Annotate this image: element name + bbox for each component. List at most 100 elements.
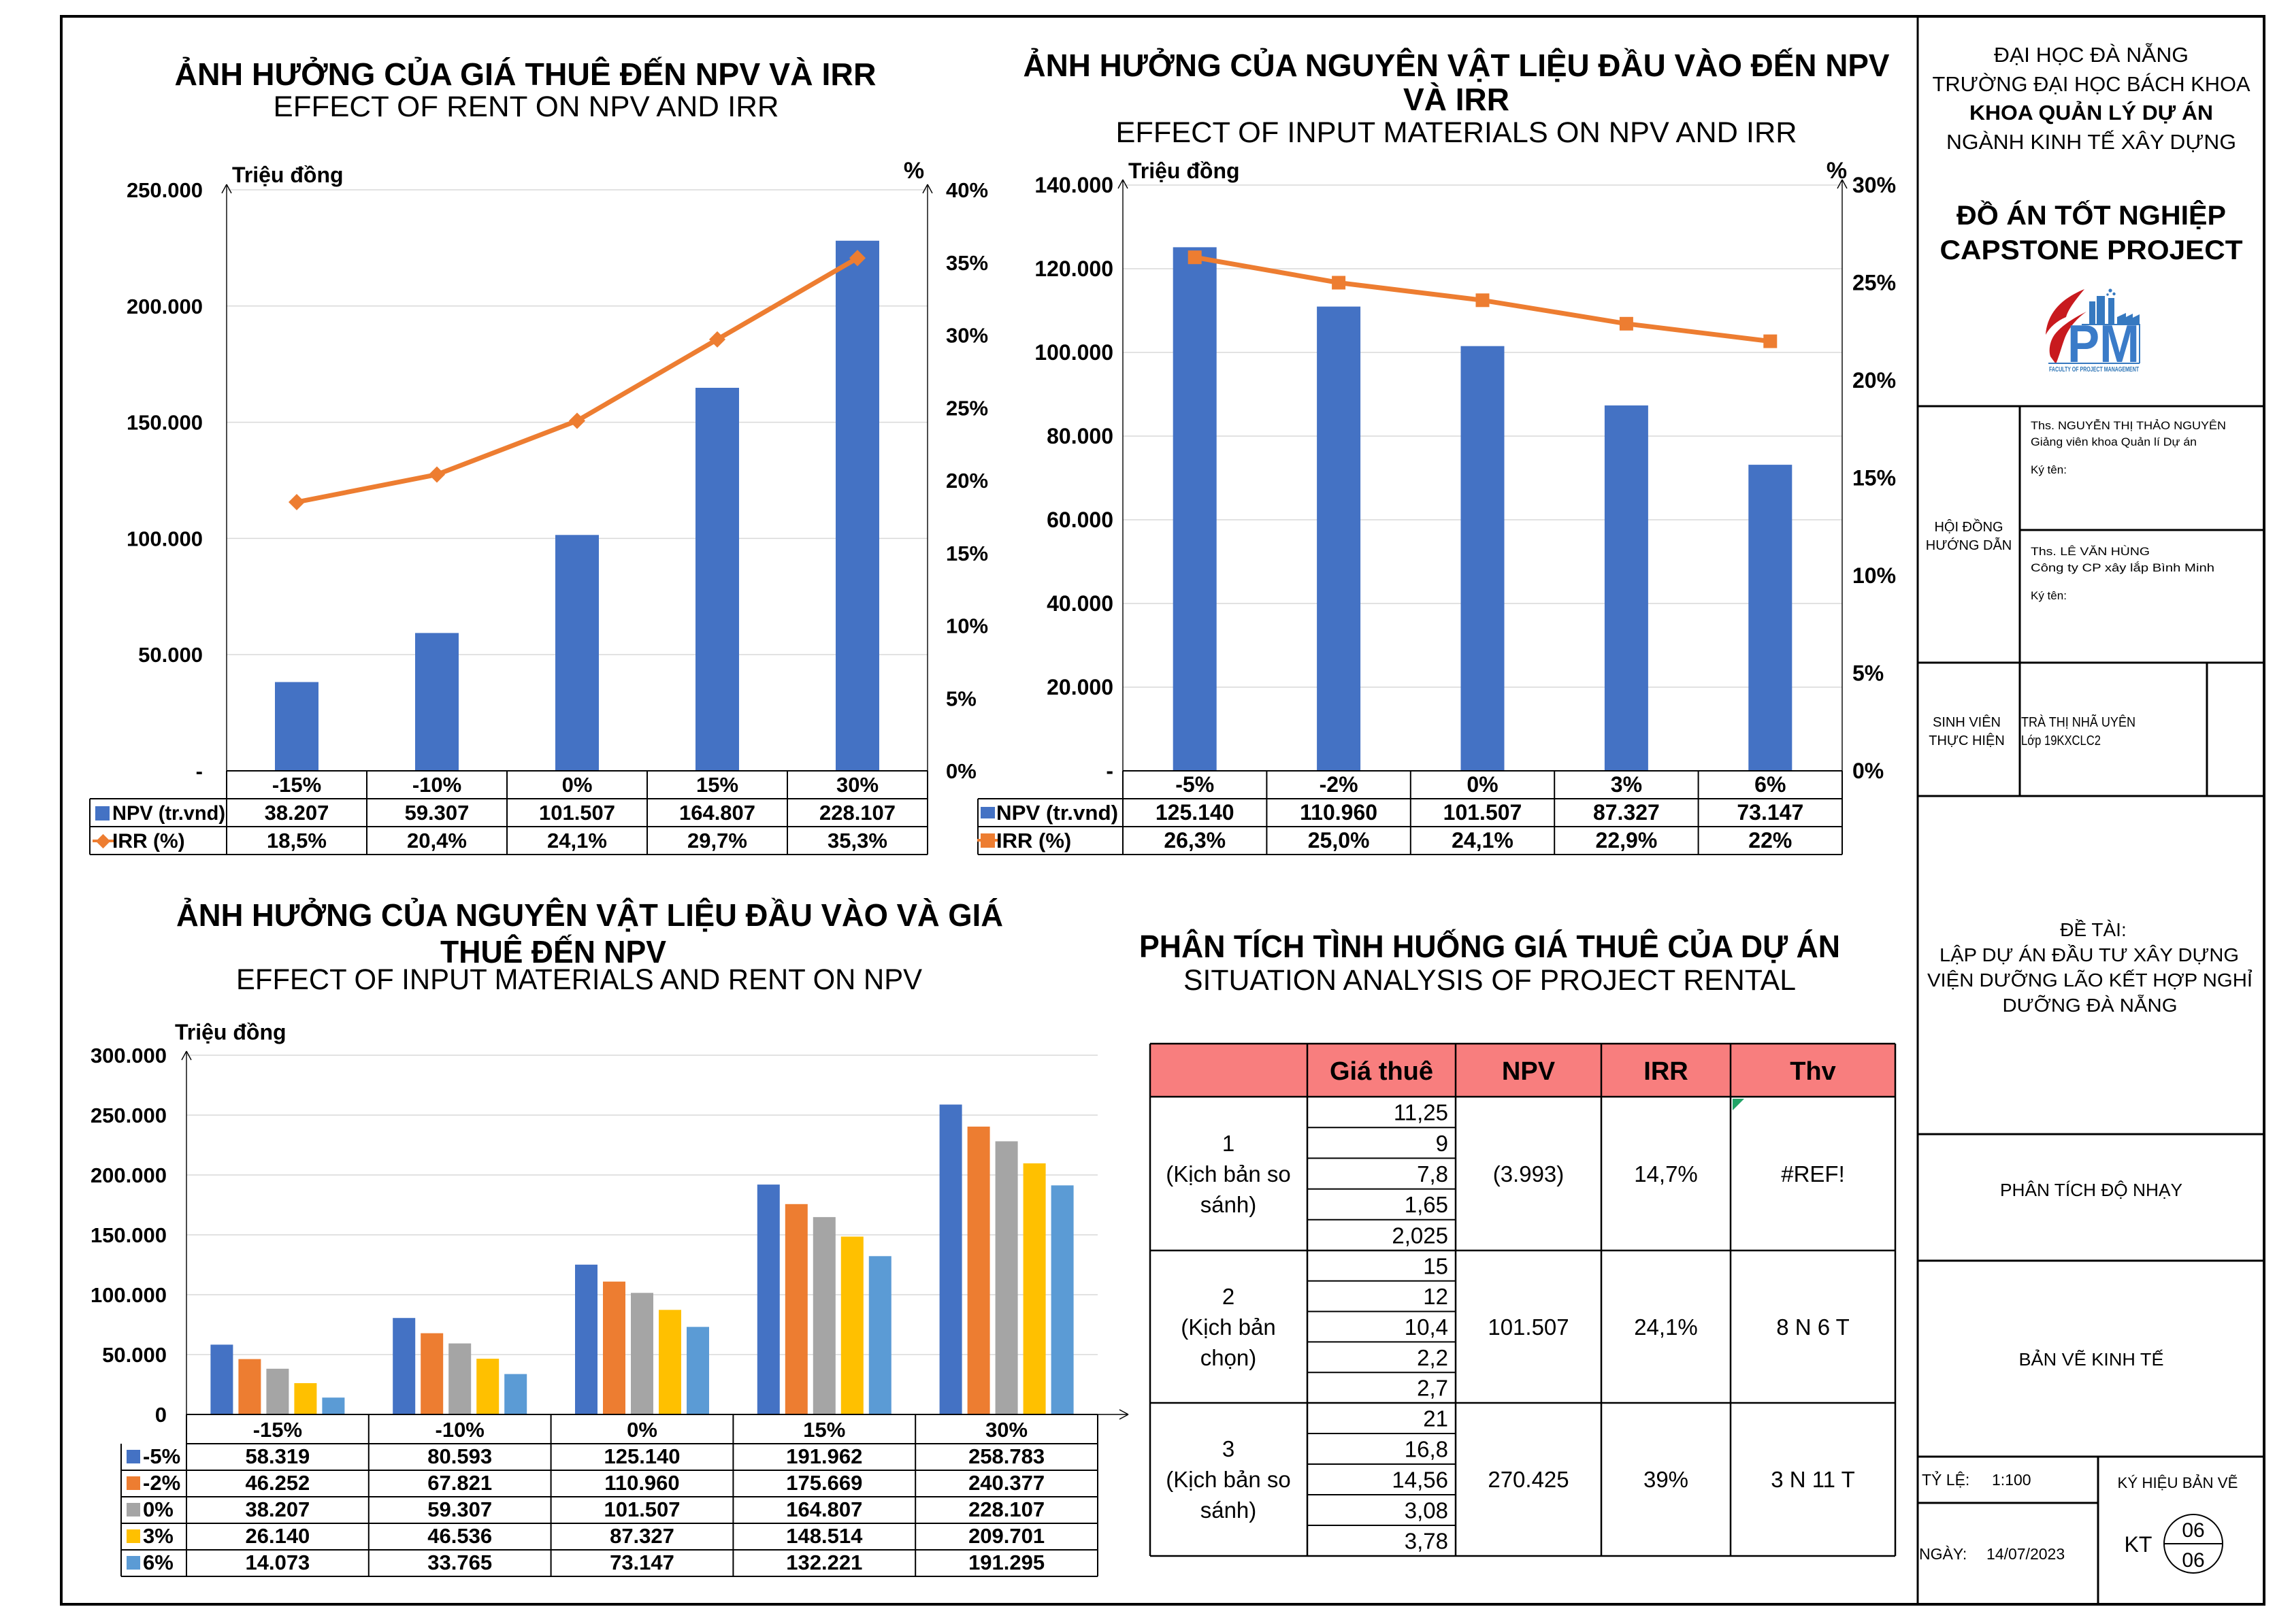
svg-text:-: - <box>1106 759 1113 783</box>
svg-text:30%: 30% <box>836 773 879 797</box>
svg-text:18,5%: 18,5% <box>267 829 327 852</box>
svg-text:16,8: 16,8 <box>1405 1437 1448 1462</box>
svg-text:200.000: 200.000 <box>91 1163 167 1187</box>
svg-text:Triệu đồng: Triệu đồng <box>1128 159 1240 183</box>
svg-text:VIỆN DƯỠNG LÃO KẾT HỢP NGHỈ: VIỆN DƯỠNG LÃO KẾT HỢP NGHỈ <box>1927 969 2253 991</box>
svg-text:50.000: 50.000 <box>138 643 203 667</box>
svg-text:-10%: -10% <box>412 773 461 797</box>
svg-text:ẢNH HƯỞNG CỦA NGUYÊN VẬT LIỆU: ẢNH HƯỞNG CỦA NGUYÊN VẬT LIỆU ĐẦU VÀO ĐẾ… <box>1024 48 1890 83</box>
svg-text:BẢN VẼ KINH TẾ: BẢN VẼ KINH TẾ <box>2019 1349 2164 1370</box>
svg-text:25,0%: 25,0% <box>1308 828 1370 852</box>
svg-text:6%: 6% <box>1754 772 1786 797</box>
svg-text:12: 12 <box>1423 1284 1448 1309</box>
svg-text:chọn): chọn) <box>1200 1345 1257 1370</box>
svg-text:24,1%: 24,1% <box>547 829 607 852</box>
svg-text:IRR (%): IRR (%) <box>112 830 185 852</box>
svg-text:270.425: 270.425 <box>1488 1467 1569 1492</box>
svg-text:148.514: 148.514 <box>786 1524 863 1548</box>
svg-text:101.507: 101.507 <box>604 1497 680 1521</box>
svg-text:3: 3 <box>1222 1436 1234 1461</box>
svg-text:IRR (%): IRR (%) <box>996 829 1071 852</box>
svg-text:20%: 20% <box>946 469 988 493</box>
svg-text:NGÀNH KINH TẾ XÂY DỰNG: NGÀNH KINH TẾ XÂY DỰNG <box>1946 130 2236 154</box>
svg-text:0%: 0% <box>946 759 977 783</box>
svg-text:11,25: 11,25 <box>1394 1100 1448 1125</box>
svg-text:67.821: 67.821 <box>427 1471 492 1495</box>
svg-text:FACULTY OF PROJECT MANAGEMENT: FACULTY OF PROJECT MANAGEMENT <box>2049 366 2139 374</box>
svg-text:Triệu đồng: Triệu đồng <box>175 1020 286 1044</box>
svg-text:06: 06 <box>2182 1549 2204 1572</box>
svg-text:-: - <box>196 759 203 783</box>
svg-text:0: 0 <box>155 1403 167 1427</box>
svg-text:24,1%: 24,1% <box>1452 828 1513 852</box>
svg-text:0%: 0% <box>627 1418 657 1442</box>
svg-text:228.107: 228.107 <box>819 801 896 825</box>
svg-text:80.593: 80.593 <box>427 1444 492 1468</box>
svg-text:191.295: 191.295 <box>968 1551 1045 1574</box>
svg-text:ĐỒ ÁN TỐT NGHIỆP: ĐỒ ÁN TỐT NGHIỆP <box>1957 199 2226 231</box>
svg-text:26,3%: 26,3% <box>1164 828 1226 852</box>
svg-text:8 N 6 T: 8 N 6 T <box>1776 1314 1850 1340</box>
svg-text:-10%: -10% <box>436 1418 485 1442</box>
svg-text:Ký tên:: Ký tên: <box>2031 589 2067 602</box>
svg-text:26.140: 26.140 <box>245 1524 310 1548</box>
svg-text:06: 06 <box>2182 1519 2204 1542</box>
svg-text:KÝ HIỆU BẢN VẼ: KÝ HIỆU BẢN VẼ <box>2118 1474 2238 1491</box>
svg-text:-2%: -2% <box>143 1471 180 1495</box>
svg-text:CAPSTONE PROJECT: CAPSTONE PROJECT <box>1940 235 2243 265</box>
svg-text:LẬP DỰ ÁN ĐẦU TƯ XÂY DỰNG: LẬP DỰ ÁN ĐẦU TƯ XÂY DỰNG <box>1939 944 2239 965</box>
svg-text:110.960: 110.960 <box>604 1471 679 1495</box>
svg-text:ẢNH HƯỞNG CỦA NGUYÊN VẬT LIỆU: ẢNH HƯỞNG CỦA NGUYÊN VẬT LIỆU ĐẦU VÀO VÀ… <box>176 897 1003 933</box>
svg-text:10%: 10% <box>1852 563 1896 588</box>
svg-text:DƯỠNG ĐÀ NẴNG: DƯỠNG ĐÀ NẴNG <box>2003 994 2178 1016</box>
svg-text:HỘI ĐỒNG: HỘI ĐỒNG <box>1934 518 2003 535</box>
svg-text:209.701: 209.701 <box>968 1524 1045 1548</box>
svg-text:15%: 15% <box>946 542 988 565</box>
svg-text:46.252: 46.252 <box>245 1471 310 1495</box>
svg-text:25%: 25% <box>1852 271 1896 295</box>
svg-text:NPV: NPV <box>1502 1057 1556 1086</box>
svg-text:Lớp 19KXCLC2: Lớp 19KXCLC2 <box>2021 733 2101 748</box>
svg-text:(3.993): (3.993) <box>1493 1161 1565 1187</box>
svg-text:SINH VIÊN: SINH VIÊN <box>1933 714 2001 730</box>
svg-text:60.000: 60.000 <box>1047 508 1113 532</box>
svg-text:2: 2 <box>1222 1284 1234 1309</box>
svg-text:15: 15 <box>1423 1253 1448 1278</box>
svg-text:15%: 15% <box>1852 466 1896 491</box>
svg-text:22,9%: 22,9% <box>1596 828 1658 852</box>
svg-text:100.000: 100.000 <box>1034 340 1113 365</box>
svg-text:80.000: 80.000 <box>1047 424 1113 448</box>
svg-text:14,7%: 14,7% <box>1634 1161 1698 1187</box>
svg-text:2,7: 2,7 <box>1417 1376 1448 1401</box>
svg-text:6%: 6% <box>143 1551 174 1574</box>
svg-text:191.962: 191.962 <box>786 1444 862 1468</box>
svg-text:Triệu đồng: Triệu đồng <box>232 163 344 187</box>
svg-text:-5%: -5% <box>143 1444 180 1468</box>
svg-text:125.140: 125.140 <box>604 1444 680 1468</box>
svg-text:3,78: 3,78 <box>1405 1529 1448 1554</box>
svg-text:ẢNH HƯỞNG CỦA GIÁ THUÊ ĐẾN NPV: ẢNH HƯỞNG CỦA GIÁ THUÊ ĐẾN NPV VÀ IRR <box>175 56 877 92</box>
svg-text:-2%: -2% <box>1320 772 1358 797</box>
svg-text:30%: 30% <box>985 1418 1028 1442</box>
svg-text:PM: PM <box>2067 314 2140 374</box>
svg-text:110.960: 110.960 <box>1300 800 1377 825</box>
svg-text:0%: 0% <box>1852 759 1884 783</box>
svg-text:Giá thuê: Giá thuê <box>1330 1057 1433 1086</box>
svg-text:250.000: 250.000 <box>127 178 203 202</box>
svg-text:-15%: -15% <box>253 1418 302 1442</box>
svg-text:0%: 0% <box>1467 772 1498 797</box>
svg-text:40%: 40% <box>946 178 988 202</box>
svg-text:125.140: 125.140 <box>1156 800 1234 825</box>
svg-text:20%: 20% <box>1852 368 1896 393</box>
svg-text:33.765: 33.765 <box>427 1551 492 1574</box>
svg-text:73.147: 73.147 <box>1737 800 1803 825</box>
svg-text:164.807: 164.807 <box>679 801 755 825</box>
svg-text:15%: 15% <box>696 773 738 797</box>
svg-text:1: 1 <box>1222 1131 1234 1156</box>
svg-text:sánh): sánh) <box>1200 1192 1257 1217</box>
svg-text:58.319: 58.319 <box>245 1444 310 1468</box>
svg-text:50.000: 50.000 <box>102 1343 167 1367</box>
svg-text:101.507: 101.507 <box>1488 1314 1569 1340</box>
svg-text:0%: 0% <box>143 1497 174 1521</box>
svg-text:175.669: 175.669 <box>786 1471 862 1495</box>
